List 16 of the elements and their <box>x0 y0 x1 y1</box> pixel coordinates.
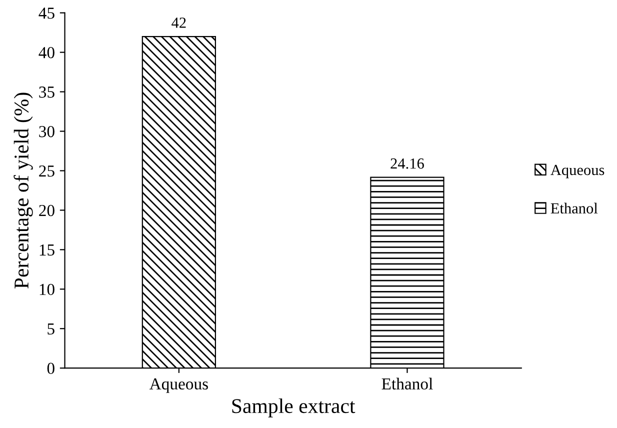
data-label: 42 <box>172 18 186 28</box>
legend-label: Ethanol <box>550 202 598 214</box>
y-tick-label: 45 <box>38 8 54 19</box>
y-tick-label: 5 <box>48 323 54 335</box>
y-tick-label: 15 <box>40 244 54 256</box>
y-axis-title: Percentage of yield (%) <box>14 92 33 288</box>
y-tick-label: 25 <box>39 165 54 177</box>
y-tick-label: 20 <box>39 204 54 216</box>
x-axis-title: Sample extract <box>232 398 356 418</box>
y-tick-label: 0 <box>47 362 54 374</box>
y-tick-label: 30 <box>39 126 54 138</box>
y-tick-label: 35 <box>39 86 54 98</box>
y-tick-label: 40 <box>38 47 54 58</box>
legend-label: Aqueous <box>550 164 604 178</box>
y-tick-label: 10 <box>40 284 54 296</box>
data-label: 24.16 <box>390 158 424 169</box>
